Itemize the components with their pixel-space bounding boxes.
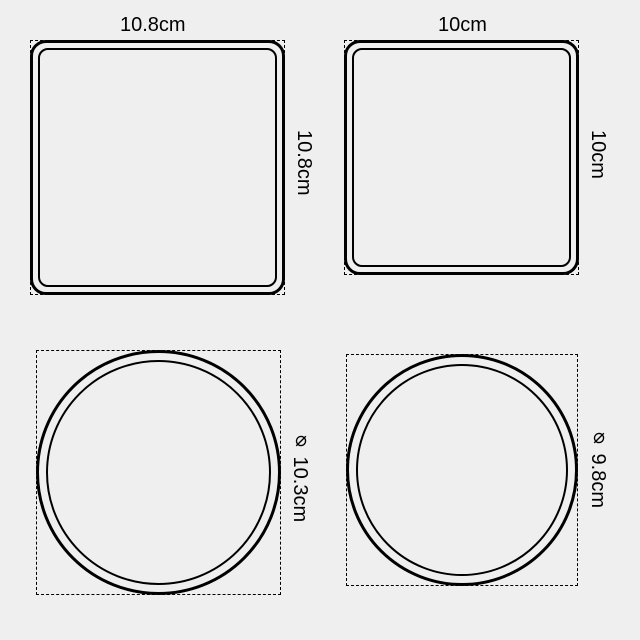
dim-label-square-small-top: 10cm [438,14,487,37]
circle-small-inner [356,364,568,576]
dim-label-circle-small-right: ⌀ 9.8cm [586,424,610,508]
square-large-inner [38,48,277,287]
dim-label-square-small-right: 10cm [586,130,609,179]
dim-label-square-large-top: 10.8cm [120,14,186,37]
dimension-diagram: 10.8cm 10.8cm 10cm 10cm ⌀ 10.3cm ⌀ 9.8cm [0,0,640,640]
square-small-inner [352,48,571,267]
dim-label-square-large-right: 10.8cm [292,130,315,196]
circle-large-inner [46,360,271,585]
dim-label-circle-large-right: ⌀ 10.3cm [288,427,312,522]
